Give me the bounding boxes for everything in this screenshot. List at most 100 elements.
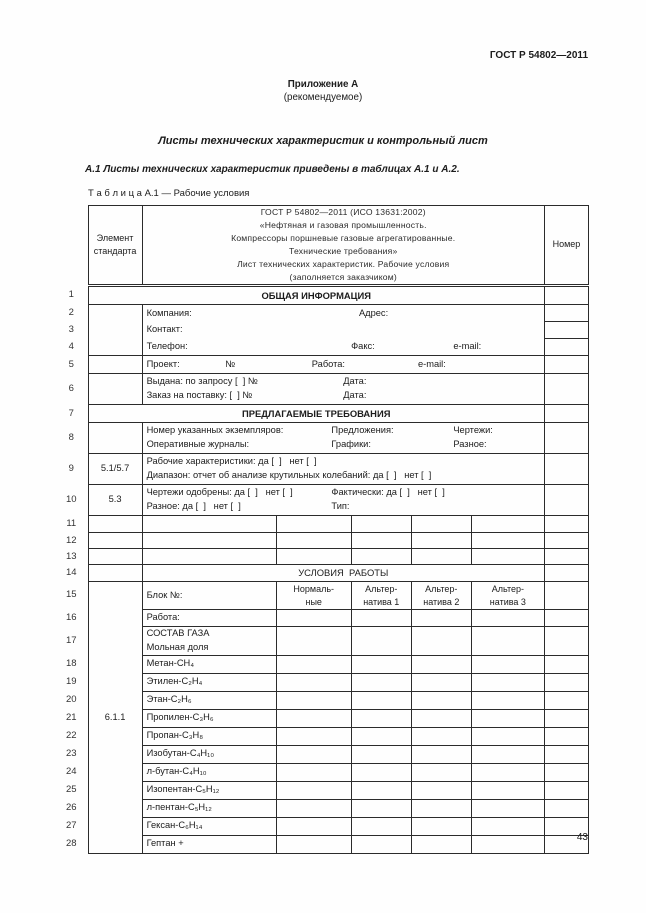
header-title-line: (заполняется заказчиком)	[289, 272, 397, 283]
element-ref-cell	[87, 548, 143, 566]
row-number: 9	[68, 463, 74, 475]
grid-cell	[142, 515, 277, 534]
header-element-column: Элемент стандарта	[87, 204, 143, 288]
grid-cell	[411, 691, 472, 710]
grid-cell	[351, 515, 412, 534]
row-number: 28	[65, 838, 77, 850]
table-row: 15 6.1.1 Блок №: Нормаль- ные Альтер- на…	[55, 581, 590, 854]
row-number: 14	[65, 567, 77, 579]
page-number: 43	[576, 832, 588, 843]
field-label-proposals: Предложения:	[331, 425, 394, 436]
row-number: 21	[65, 712, 77, 724]
number-cell	[544, 355, 590, 375]
field-label-range: Диапазон: отчет об анализе крутильных ко…	[146, 470, 432, 481]
grid-cell	[351, 799, 412, 818]
column-header-alt2: Альтер- натива 2	[411, 581, 472, 610]
grid-cell	[276, 609, 352, 627]
element-ref-cell	[87, 564, 143, 583]
element-ref-cell	[87, 355, 143, 375]
grid-cell	[471, 532, 545, 550]
grid-cell	[471, 727, 545, 746]
grid-cell	[471, 763, 545, 782]
field-label-fax: Факс:	[351, 341, 375, 352]
table-row: 8 Номер указанных экземпляров: Предложен…	[55, 422, 590, 455]
row-number: 13	[65, 550, 77, 562]
number-cell	[544, 781, 590, 800]
header-title-line: Технические требования»	[289, 246, 398, 257]
grid-cell	[351, 763, 412, 782]
grid-cell	[351, 548, 412, 566]
section-header-proposed: ПРЕДЛАГАЕМЫЕ ТРЕБОВАНИЯ	[87, 404, 545, 424]
field-label-issued: Выдана: по запросу [ ] №	[146, 376, 258, 387]
element-ref-cell: 5.3	[87, 484, 143, 517]
grid-cell	[471, 817, 545, 836]
number-cell	[544, 304, 590, 323]
copies-row: Номер указанных экземпляров: Предложения…	[142, 422, 545, 455]
field-label-company: Компания:	[146, 307, 192, 318]
header-title-line: «Нефтяная и газовая промышленность.	[259, 220, 427, 231]
phone-row: Телефон: Факс: e-mail:	[142, 338, 545, 357]
table-row: 1 ОБЩАЯ ИНФОРМАЦИЯ	[55, 285, 590, 306]
field-label-type: Тип:	[331, 501, 350, 512]
grid-cell	[351, 532, 412, 550]
grid-cell	[411, 548, 472, 566]
number-cell	[544, 835, 590, 854]
field-label-copies: Номер указанных экземпляров:	[146, 425, 284, 436]
row-number: 10	[65, 494, 77, 506]
header-title-cell: ГОСТ Р 54802—2011 (ИСО 13631:2002) «Нефт…	[142, 204, 545, 288]
row-number: 20	[65, 694, 77, 706]
grid-cell	[411, 745, 472, 764]
field-label-date: Дата:	[343, 390, 367, 401]
grid-cell	[471, 835, 545, 854]
grid-cell	[351, 745, 412, 764]
grid-cell	[411, 727, 472, 746]
number-cell	[544, 453, 590, 486]
number-cell	[544, 709, 590, 728]
field-label-characteristics: Рабочие характеристики: да [ ] нет [ ]	[146, 456, 317, 467]
grid-cell	[276, 835, 352, 854]
row-number: 7	[68, 407, 74, 419]
field-label-project-no: №	[225, 358, 236, 369]
grid-cell	[276, 515, 352, 534]
table-row: 7 ПРЕДЛАГАЕМЫЕ ТРЕБОВАНИЯ	[55, 404, 590, 424]
number-cell	[544, 515, 590, 534]
element-ref-cell: 5.1/5.7	[87, 453, 143, 486]
gas-row: 27 Гексан-C₆H₁₄	[55, 817, 590, 836]
table-row: 10 5.3 Чертежи одобрены: да [ ] нет [ ] …	[55, 484, 590, 517]
grid-cell	[351, 626, 412, 656]
header-title-line: Компрессоры поршневые газовые агрегатиро…	[231, 233, 456, 244]
grid-cell	[471, 626, 545, 656]
grid-cell	[351, 709, 412, 728]
row-number: 16	[65, 611, 77, 623]
table-row: 9 5.1/5.7 Рабочие характеристики: да [ ]…	[55, 453, 590, 486]
table-row: 11	[55, 515, 590, 534]
field-label-email: e-mail:	[417, 358, 446, 369]
number-cell	[544, 581, 590, 610]
number-cell	[544, 548, 590, 566]
element-ref-cell	[87, 532, 143, 550]
number-cell	[544, 532, 590, 550]
field-label-date: Дата:	[343, 376, 367, 387]
number-cell	[544, 404, 590, 424]
table-row: 6 Выдана: по запросу [ ] № Дата: Заказ н…	[55, 373, 590, 406]
field-label-project: Проект:	[146, 358, 180, 369]
field-label-email: e-mail:	[453, 341, 482, 352]
characteristics-row: Рабочие характеристики: да [ ] нет [ ] Д…	[142, 453, 545, 486]
grid-cell	[471, 515, 545, 534]
header-title-line: ГОСТ Р 54802—2011 (ИСО 13631:2002)	[260, 207, 426, 217]
row-number: 27	[65, 820, 77, 832]
gas-row: 28 Гептан +	[55, 835, 590, 854]
clause-a1: А.1 Листы технических характеристик прив…	[85, 164, 460, 175]
column-header-alt1: Альтер- натива 1	[351, 581, 412, 610]
field-label-drawings-approved: Чертежи одобрены: да [ ] нет [ ]	[146, 487, 293, 498]
field-label-block-no: Блок №:	[142, 581, 277, 610]
row-number: 6	[68, 383, 74, 395]
field-label-gas-composition: СОСТАВ ГАЗА Мольная доля	[142, 626, 277, 656]
number-cell	[544, 691, 590, 710]
grid-cell	[411, 532, 472, 550]
gas-label-isobutane: Изобутан-C₄H₁₀	[142, 745, 277, 764]
grid-cell	[142, 548, 277, 566]
table-header-row: Элемент стандарта ГОСТ Р 54802—2011 (ИСО…	[55, 204, 590, 288]
number-cell	[544, 745, 590, 764]
header-title-line: Лист технических характеристик. Рабочие …	[237, 259, 450, 270]
